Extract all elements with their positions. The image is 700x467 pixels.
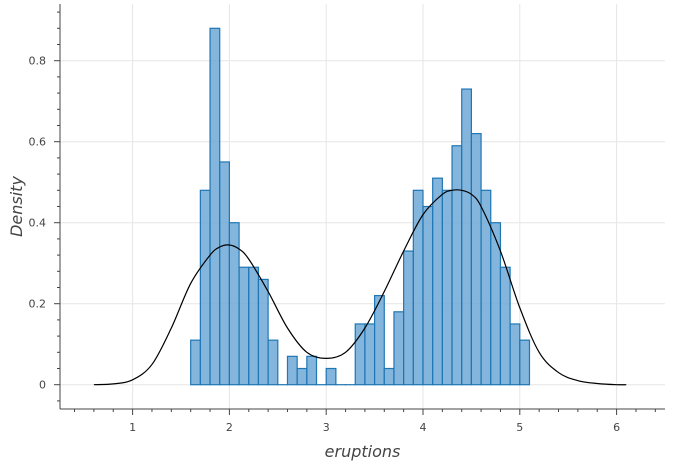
histogram-bar: [383, 367, 395, 386]
histogram-bar: [199, 189, 211, 386]
histogram-bar: [248, 266, 260, 386]
x-tick-label: 5: [516, 421, 523, 434]
x-axis-title: eruptions: [325, 442, 401, 461]
histogram-bar: [228, 222, 240, 386]
histogram-bar: [354, 323, 366, 386]
x-tick-label: 4: [420, 421, 427, 434]
histogram-bar: [470, 133, 482, 386]
x-tick-label: 6: [613, 421, 620, 434]
y-tick-label: 0.8: [29, 55, 47, 68]
grid-lines: [60, 4, 665, 409]
histogram-bar: [461, 88, 473, 386]
histogram-bar: [412, 189, 424, 386]
y-tick-label: 0.6: [29, 136, 47, 149]
histogram-bars: [190, 27, 531, 386]
histogram-bar: [432, 177, 443, 386]
tick-labels: 1 2 3 4 5 6 0 0.2 0.4 0.6 0.8: [29, 55, 621, 434]
histogram-bar: [451, 145, 463, 386]
y-axis-title: Density: [7, 176, 26, 237]
histogram-bar: [190, 339, 201, 386]
x-tick-label: 1: [129, 421, 136, 434]
histogram-bar: [480, 189, 492, 386]
histogram-bar: [209, 27, 221, 386]
x-tick-label: 2: [226, 421, 233, 434]
y-tick-label: 0.4: [29, 217, 47, 230]
y-tick-label: 0.2: [29, 298, 47, 311]
histogram-bar: [499, 266, 511, 386]
histogram-bar: [306, 355, 318, 386]
histogram-bar: [325, 367, 337, 386]
histogram-bar: [267, 339, 279, 386]
histogram-bar: [519, 339, 531, 386]
histogram-bar: [374, 295, 385, 386]
axes: [54, 4, 665, 415]
histogram-bar: [219, 161, 231, 386]
histogram-bar: [403, 250, 414, 386]
x-tick-label: 3: [323, 421, 330, 434]
kde-curve: [93, 189, 627, 386]
histogram-bar: [364, 323, 376, 386]
histogram-bar: [509, 323, 521, 386]
histogram-bar: [441, 189, 453, 386]
y-tick-label: 0: [39, 379, 46, 392]
histogram-bar: [296, 367, 308, 386]
histogram-bar: [422, 205, 434, 386]
histogram-bar: [238, 266, 250, 386]
histogram-bar: [286, 355, 298, 386]
histogram-bar: [257, 278, 269, 386]
histogram-bar: [393, 311, 405, 386]
